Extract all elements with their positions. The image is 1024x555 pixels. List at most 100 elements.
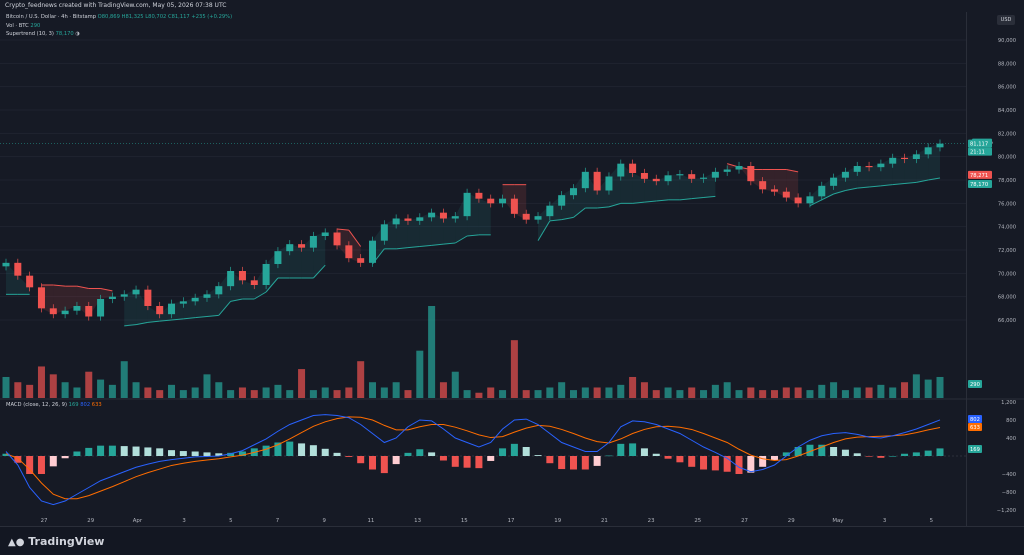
volume-bar: [286, 390, 294, 398]
macd-histogram-bar: [168, 450, 176, 456]
macd-histogram-bar: [357, 456, 365, 464]
supertrend-title[interactable]: Supertrend (10, 3): [6, 31, 54, 37]
candle-body: [262, 264, 270, 285]
candle-body: [569, 188, 577, 196]
macd-histogram-bar: [298, 443, 306, 456]
time-axis-label: 27: [41, 518, 48, 524]
price-tick-label: 66,000: [998, 318, 1016, 324]
candle-body: [877, 163, 885, 168]
macd-histogram-bar: [936, 448, 944, 456]
macd-tick-label: 400: [1006, 436, 1016, 442]
macd-histogram-bar: [463, 456, 471, 468]
volume-bar: [238, 387, 246, 398]
symbol-title[interactable]: Bitcoin / U.S. Dollar · 4h · Bitstamp: [6, 14, 97, 20]
macd-histogram-bar: [924, 450, 932, 456]
supertrend-lower: [313, 264, 326, 279]
time-axis-label: 3: [883, 518, 886, 524]
candle-body: [369, 240, 377, 263]
volume-bar: [688, 387, 696, 398]
macd-tick-label: −800: [1002, 490, 1016, 496]
volume-bar: [250, 390, 258, 398]
candle-body: [179, 301, 187, 304]
time-axis-label: 3: [182, 518, 185, 524]
candle-body: [97, 299, 105, 317]
candle-body: [475, 192, 483, 199]
symbol-legend: Bitcoin / U.S. Dollar · 4h · Bitstamp O8…: [6, 14, 232, 20]
candle-body: [286, 244, 294, 252]
candle-body: [439, 212, 447, 219]
volume-bar: [889, 387, 897, 398]
volume-bar: [333, 390, 341, 398]
upper-band-tag: 78,271: [970, 173, 988, 179]
time-axis-label: 25: [694, 518, 701, 524]
volume-bar: [605, 387, 613, 398]
supertrend-lower-fill: [904, 154, 917, 184]
price-tick-label: 80,000: [998, 155, 1016, 161]
macd-histogram-bar: [759, 456, 767, 467]
supertrend-lower-fill: [289, 244, 302, 278]
supertrend-lower: [443, 242, 456, 245]
volume-bar: [830, 382, 838, 398]
macd-tag-bg: [968, 415, 982, 423]
time-axis-label: 17: [508, 518, 515, 524]
macd-histogram-bar: [120, 446, 128, 456]
candle-body: [392, 218, 400, 225]
lower-band-tag: 78,170: [970, 182, 988, 188]
macd-histogram-bar: [238, 451, 246, 456]
volume-bar: [14, 382, 22, 398]
volume-bar: [108, 384, 116, 398]
volume-bar: [191, 387, 199, 398]
volume-bar: [499, 390, 507, 398]
price-axis[interactable]: [966, 12, 1024, 526]
candle-body: [132, 289, 140, 295]
volume-bar: [487, 387, 495, 398]
candle-body: [380, 224, 388, 241]
volume-bar: [428, 306, 436, 398]
price-tick-label: 72,000: [998, 248, 1016, 254]
currency-button[interactable]: USD: [997, 15, 1015, 25]
time-axis-label: 23: [648, 518, 655, 524]
supertrend-upper-fill: [65, 286, 77, 311]
price-tick-label: 78,000: [998, 178, 1016, 184]
supertrend-lower: [644, 200, 657, 203]
candle-body: [830, 177, 838, 186]
eye-icon[interactable]: ◑: [75, 31, 80, 37]
time-axis-label: Apr: [133, 518, 143, 524]
macd-histogram-bar: [747, 456, 755, 473]
macd-histogram-bar: [487, 456, 495, 461]
candle-body: [215, 286, 223, 295]
supertrend-lower: [928, 177, 941, 181]
supertrend-lower: [135, 321, 148, 326]
macd-histogram-bar: [262, 445, 270, 456]
supertrend-lower: [597, 206, 610, 209]
macd-histogram-bar: [830, 447, 838, 456]
macd-histogram-bar: [345, 456, 353, 457]
macd-histogram-bar: [901, 453, 909, 456]
candle-body: [735, 166, 743, 170]
price-tick-label: 76,000: [998, 201, 1016, 207]
volume-bar: [215, 382, 223, 398]
macd-histogram-bar: [664, 456, 672, 459]
macd-histogram-bar: [581, 456, 589, 470]
candle-body: [688, 174, 696, 179]
plot-area[interactable]: [0, 12, 966, 526]
macd-histogram-bar: [61, 456, 69, 459]
supertrend-value: 78,170: [55, 31, 74, 37]
macd-histogram-bar: [865, 456, 873, 457]
volume-title[interactable]: Vol · BTC: [6, 23, 29, 29]
macd-histogram-bar: [97, 445, 105, 456]
price-tick-label: 82,000: [998, 131, 1016, 137]
macd-histogram-bar: [392, 456, 400, 465]
time-axis-label: 29: [788, 518, 795, 524]
supertrend-lower: [407, 246, 420, 249]
volume-bar: [2, 376, 10, 398]
candle-body: [191, 297, 199, 302]
volume-bar: [156, 390, 164, 398]
supertrend-lower: [265, 277, 279, 293]
price-tick-label: 70,000: [998, 271, 1016, 277]
supertrend-lower: [608, 202, 621, 208]
macd-histogram-bar: [629, 443, 637, 456]
macd-histogram-bar: [26, 456, 34, 474]
macd-title[interactable]: MACD (close, 12, 26, 9): [6, 402, 68, 408]
tradingview-logo[interactable]: ▲● TradingView: [8, 535, 104, 548]
